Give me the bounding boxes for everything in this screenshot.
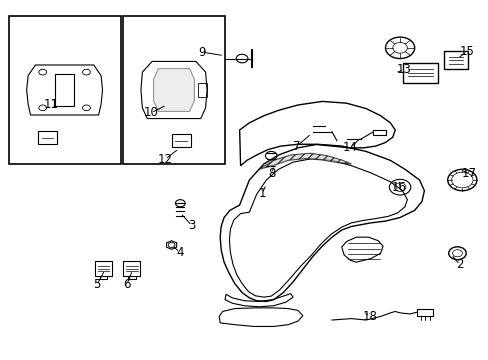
Text: 8: 8 [268, 167, 275, 180]
Text: 4: 4 [176, 246, 183, 258]
PathPatch shape [259, 153, 351, 169]
Text: 17: 17 [461, 167, 476, 180]
Text: 13: 13 [396, 63, 410, 76]
Text: 10: 10 [143, 106, 158, 120]
Text: 14: 14 [342, 141, 357, 154]
Text: 7: 7 [292, 140, 300, 153]
Text: 3: 3 [188, 219, 195, 232]
Text: 2: 2 [455, 258, 463, 271]
Bar [9, 16, 120, 164]
Bar [122, 16, 224, 164]
Text: 11: 11 [44, 99, 59, 112]
Text: 18: 18 [362, 310, 377, 323]
Text: 1: 1 [258, 187, 265, 200]
Text: 16: 16 [391, 181, 406, 194]
Text: 15: 15 [459, 45, 474, 58]
PathPatch shape [153, 68, 194, 111]
Text: 6: 6 [123, 278, 130, 291]
Text: 9: 9 [198, 46, 205, 59]
Text: 12: 12 [158, 153, 172, 166]
Text: 5: 5 [93, 278, 101, 291]
